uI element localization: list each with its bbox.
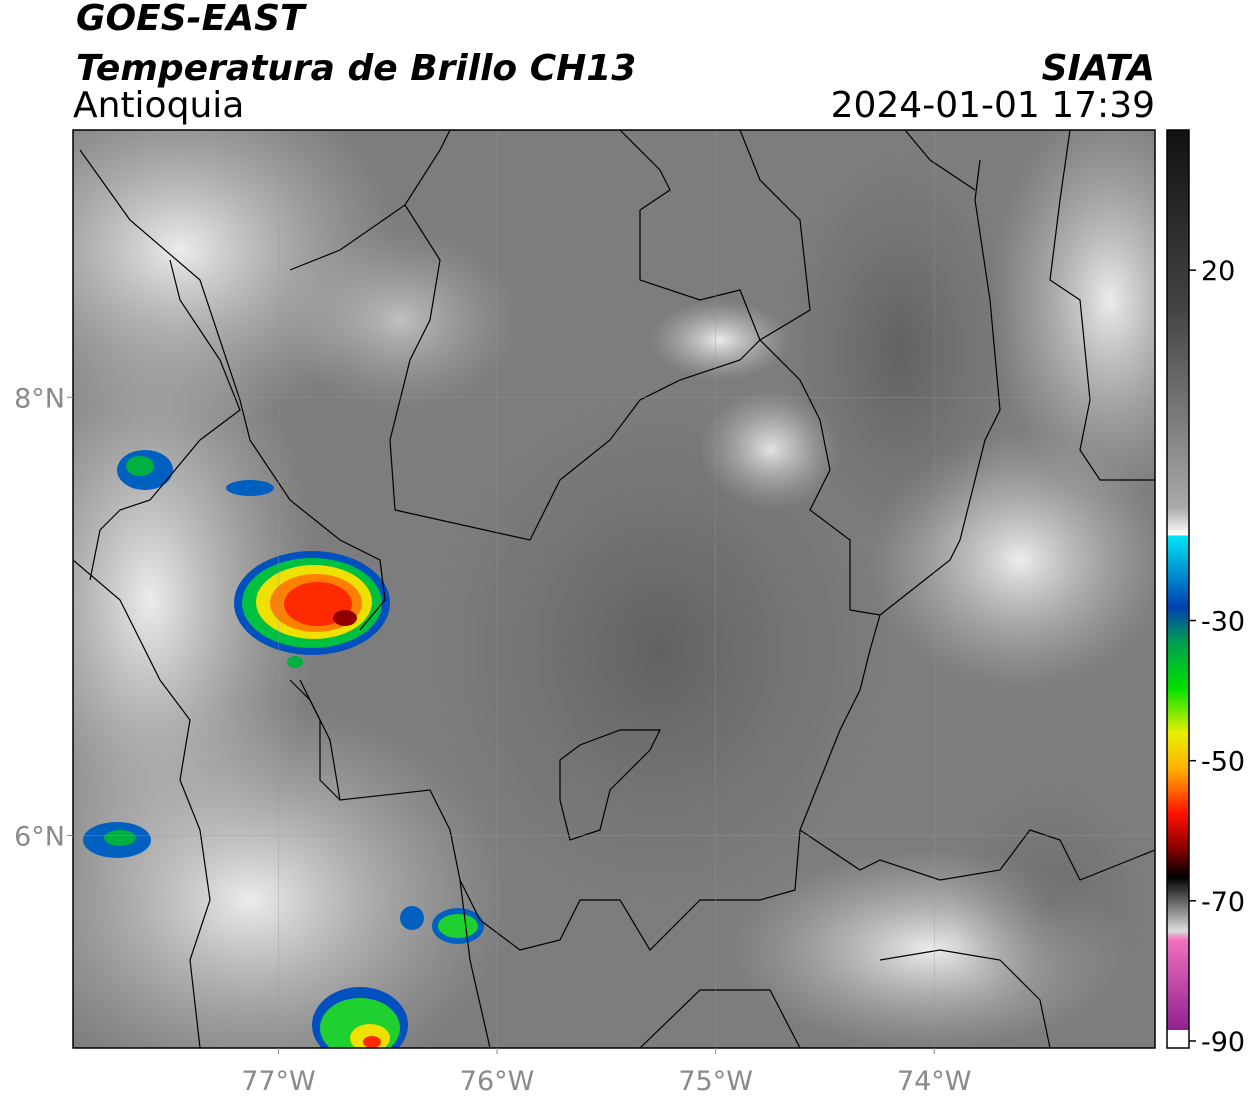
colorbar-tick-label: -70 [1201, 887, 1245, 918]
y-tick-label: 6°N [14, 821, 65, 852]
source: SIATA [1042, 48, 1155, 89]
grid [73, 130, 1155, 1048]
satellite-image [73, 130, 1155, 1048]
x-tick-label: 74°W [897, 1066, 972, 1097]
colorbar-under [1167, 1030, 1189, 1048]
map-frame [72, 129, 1156, 1049]
title: GOES-EAST [76, 0, 307, 39]
subtitle: Temperatura de Brillo CH13 [76, 48, 636, 89]
colorbar-tick-label: -90 [1201, 1027, 1245, 1058]
colorbar-tick-label: -30 [1201, 607, 1245, 638]
colorbar-tick-label: -50 [1201, 747, 1245, 778]
colorbar [1167, 130, 1189, 1030]
colorbar-tick-label: 20 [1201, 256, 1235, 287]
region: Antioquia [73, 85, 244, 126]
x-tick-label: 75°W [678, 1066, 753, 1097]
timestamp: 2024-01-01 17:39 [831, 85, 1155, 126]
x-tick-label: 77°W [241, 1066, 316, 1097]
y-tick-label: 8°N [14, 383, 65, 414]
x-tick-label: 76°W [460, 1066, 535, 1097]
colorbar-frame [1166, 129, 1190, 1049]
